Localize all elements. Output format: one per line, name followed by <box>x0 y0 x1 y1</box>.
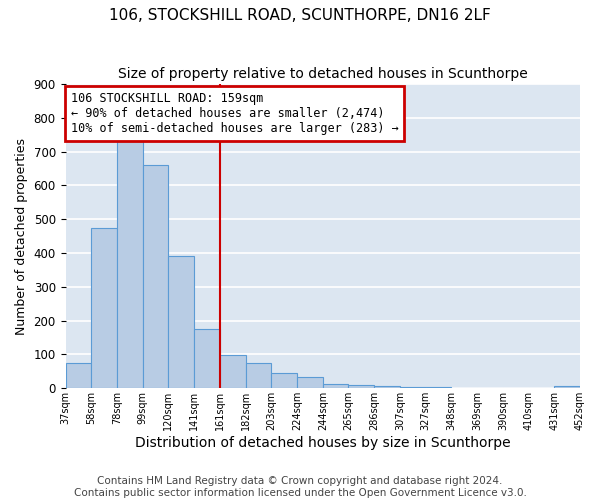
Bar <box>245 363 271 388</box>
Title: Size of property relative to detached houses in Scunthorpe: Size of property relative to detached ho… <box>118 68 527 82</box>
Bar <box>349 385 374 388</box>
Bar <box>194 329 220 388</box>
Bar <box>554 386 580 388</box>
Bar <box>297 378 323 388</box>
X-axis label: Distribution of detached houses by size in Scunthorpe: Distribution of detached houses by size … <box>135 436 511 450</box>
Text: 106, STOCKSHILL ROAD, SCUNTHORPE, DN16 2LF: 106, STOCKSHILL ROAD, SCUNTHORPE, DN16 2… <box>109 8 491 22</box>
Bar <box>374 386 400 388</box>
Y-axis label: Number of detached properties: Number of detached properties <box>15 138 28 334</box>
Bar <box>117 138 143 388</box>
Bar <box>271 373 297 388</box>
Bar <box>65 363 91 388</box>
Bar <box>400 386 425 388</box>
Bar <box>169 256 194 388</box>
Bar <box>143 165 169 388</box>
Text: 106 STOCKSHILL ROAD: 159sqm
← 90% of detached houses are smaller (2,474)
10% of : 106 STOCKSHILL ROAD: 159sqm ← 90% of det… <box>71 92 398 134</box>
Bar <box>91 228 117 388</box>
Text: Contains HM Land Registry data © Crown copyright and database right 2024.
Contai: Contains HM Land Registry data © Crown c… <box>74 476 526 498</box>
Bar <box>323 384 349 388</box>
Bar <box>220 355 245 388</box>
